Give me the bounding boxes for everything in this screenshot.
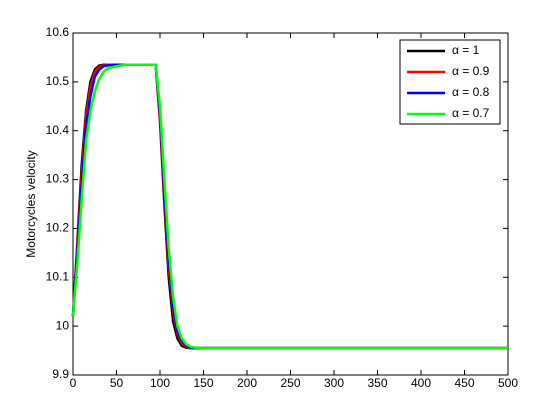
legend-label: α = 0.8 (452, 85, 490, 99)
y-tick-label: 10.5 (46, 74, 70, 88)
legend-label: α = 0.9 (452, 64, 490, 78)
y-tick-label: 10.3 (46, 172, 70, 186)
x-tick-label: 100 (150, 376, 170, 390)
legend-label: α = 1 (452, 43, 480, 57)
x-tick-label: 400 (411, 376, 431, 390)
x-tick-label: 50 (110, 376, 124, 390)
y-axis-label: Motorcycles velocity (24, 150, 38, 257)
x-tick-label: 0 (70, 376, 77, 390)
y-tick-label: 10.4 (46, 123, 70, 137)
x-tick-label: 150 (193, 376, 213, 390)
series-line (71, 63, 508, 350)
x-tick-label: 500 (498, 376, 518, 390)
x-tick-label: 300 (324, 376, 344, 390)
legend-label: α = 0.7 (452, 106, 490, 120)
x-tick-label: 350 (367, 376, 387, 390)
x-tick-label: 450 (454, 376, 474, 390)
x-tick-label: 200 (237, 376, 257, 390)
y-tick-label: 10.1 (46, 269, 70, 283)
y-tick-label: 10 (56, 318, 70, 332)
legend-box (399, 39, 501, 125)
y-tick-label: 9.9 (52, 367, 69, 381)
y-tick-label: 10.2 (46, 221, 70, 235)
y-tick-label: 10.6 (46, 25, 70, 39)
x-tick-label: 250 (280, 376, 300, 390)
